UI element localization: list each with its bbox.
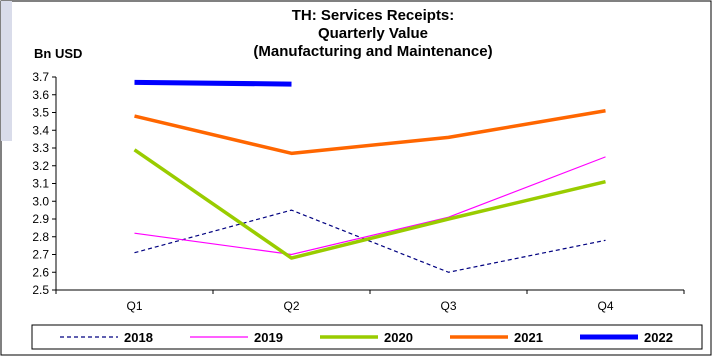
y-tick-label: 2.8 [32, 230, 49, 244]
legend-label-2022: 2022 [644, 330, 673, 345]
y-tick-label: 3.6 [32, 88, 49, 102]
y-tick-label: 3.0 [32, 194, 49, 208]
y-tick-label: 2.5 [32, 283, 49, 297]
y-tick-label: 3.2 [32, 159, 49, 173]
y-tick-label: 3.4 [32, 123, 49, 137]
x-tick-label: Q3 [440, 299, 456, 313]
chart-title-line-3: (Manufacturing and Maintenance) [253, 43, 492, 60]
y-tick-label: 2.7 [32, 248, 49, 262]
x-tick-label: Q1 [126, 299, 142, 313]
legend-label-2018: 2018 [124, 330, 153, 345]
y-tick-label: 3.3 [32, 141, 49, 155]
left-edge-shade [1, 1, 12, 141]
series-line-2022 [135, 82, 292, 84]
x-tick-label: Q4 [597, 299, 613, 313]
y-tick-label: 3.1 [32, 177, 49, 191]
x-tick-label: Q2 [283, 299, 299, 313]
chart-title-line-1: TH: Services Receipts: [292, 7, 455, 24]
y-tick-label: 3.7 [32, 70, 49, 84]
y-tick-label: 3.5 [32, 106, 49, 120]
legend-label-2021: 2021 [514, 330, 543, 345]
y-tick-label: 2.6 [32, 265, 49, 279]
chart-title-line-2: Quarterly Value [318, 25, 428, 42]
legend-label-2020: 2020 [384, 330, 413, 345]
y-axis-label: Bn USD [34, 46, 82, 61]
y-tick-label: 2.9 [32, 212, 49, 226]
legend-label-2019: 2019 [254, 330, 283, 345]
